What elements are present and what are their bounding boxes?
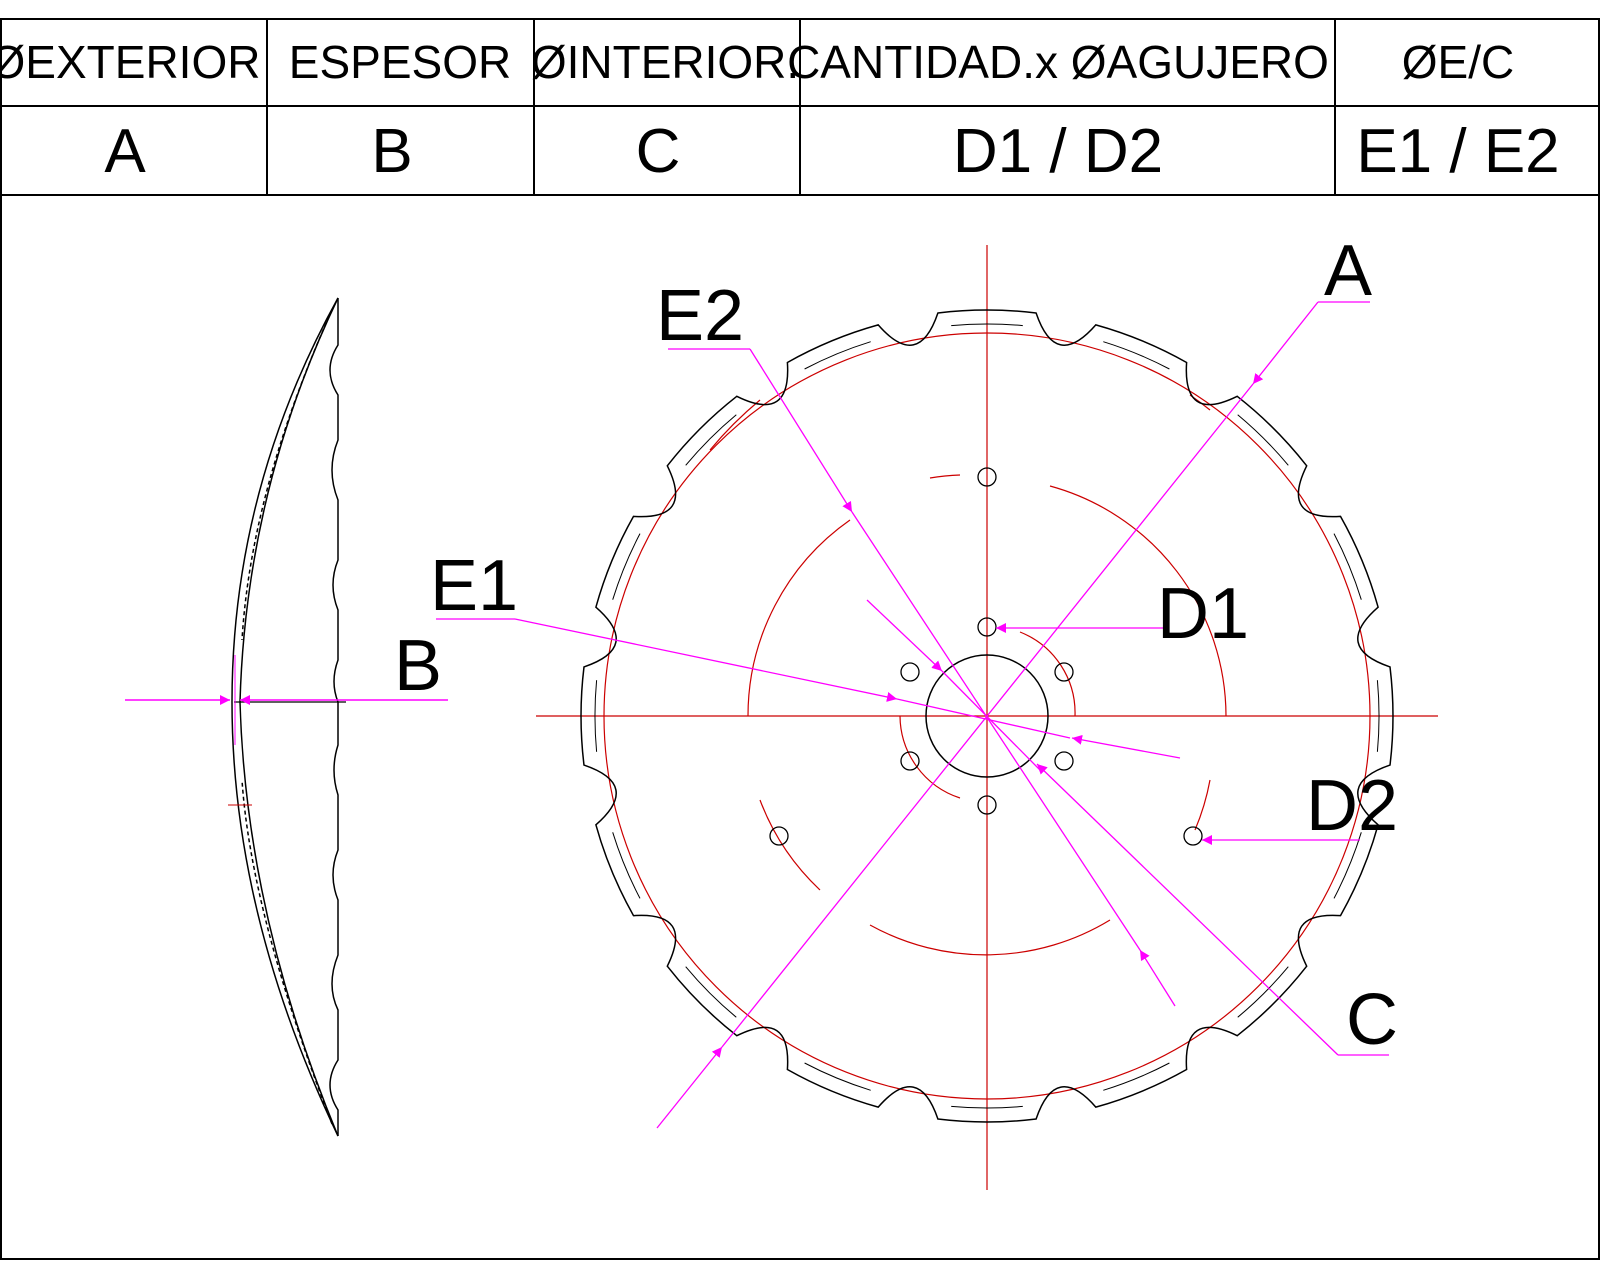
value-bolt-circle: E1 / E2 bbox=[1356, 117, 1559, 186]
disc-notched-outline bbox=[580, 309, 1394, 1123]
label-d1: D1 bbox=[1157, 574, 1249, 654]
outer-holes bbox=[769, 467, 1203, 846]
outer-hole bbox=[1183, 826, 1203, 846]
dimension-lines bbox=[436, 301, 1389, 1129]
side-view bbox=[228, 297, 346, 1137]
side-view-notched-edge bbox=[329, 298, 339, 1136]
header-thickness: ESPESOR bbox=[289, 36, 511, 88]
value-outer-diameter: A bbox=[104, 117, 146, 186]
bolt-hole bbox=[1054, 751, 1074, 771]
side-view-outer-curve bbox=[231, 297, 339, 1137]
header-outer-diameter: ØEXTERIOR bbox=[0, 36, 260, 88]
outer-hole bbox=[769, 826, 789, 846]
label-e1: E1 bbox=[430, 546, 518, 626]
bolt-hole bbox=[1054, 662, 1074, 682]
dimension-e2-line bbox=[851, 511, 1141, 951]
inner-bolt-holes bbox=[900, 617, 1074, 815]
disc-bevel-line bbox=[594, 323, 1380, 1109]
dimension-a-arrow-upper bbox=[1252, 301, 1319, 385]
bolt-hole bbox=[900, 751, 920, 771]
label-c: C bbox=[1346, 980, 1398, 1060]
dimension-c-line bbox=[1036, 763, 1339, 1056]
side-view-inner-curve bbox=[239, 297, 339, 1137]
dimension-e1-line bbox=[896, 698, 1071, 739]
value-thickness: B bbox=[371, 117, 412, 186]
dimension-a-arrow-lower bbox=[656, 1046, 723, 1129]
dimension-b bbox=[125, 655, 448, 745]
dimension-hub-arrow bbox=[866, 599, 943, 672]
header-bolt-circle: ØE/C bbox=[1402, 36, 1514, 88]
label-a: A bbox=[1324, 231, 1372, 311]
dimension-e2-arrow-upper bbox=[749, 348, 853, 513]
dimension-e1-arrow-right bbox=[1071, 734, 1181, 759]
value-hole-count: D1 / D2 bbox=[953, 117, 1163, 186]
dimension-hub-line bbox=[941, 670, 1041, 771]
bolt-hole bbox=[900, 662, 920, 682]
spec-table: ØEXTERIOR ESPESOR ØINTERIOR. CANTIDAD.x … bbox=[0, 18, 1600, 1260]
value-inner-diameter: C bbox=[636, 117, 681, 186]
bolt-hole bbox=[977, 795, 997, 815]
header-hole-count: CANTIDAD.x ØAGUJERO bbox=[787, 36, 1329, 88]
label-b: B bbox=[394, 626, 442, 706]
side-view-hatch bbox=[241, 309, 333, 1125]
dimension-e2-arrow-lower bbox=[1139, 949, 1176, 1007]
construction-arcs bbox=[603, 332, 1371, 1100]
center-bore bbox=[925, 654, 1049, 778]
dimension-a-line bbox=[721, 383, 1254, 1048]
label-d2: D2 bbox=[1306, 766, 1398, 846]
header-inner-diameter: ØINTERIOR. bbox=[531, 36, 799, 88]
frame-border bbox=[0, 18, 1600, 1260]
dimension-e1-arrow-left bbox=[514, 618, 898, 702]
label-e2: E2 bbox=[656, 276, 744, 356]
outer-hole bbox=[977, 467, 997, 487]
